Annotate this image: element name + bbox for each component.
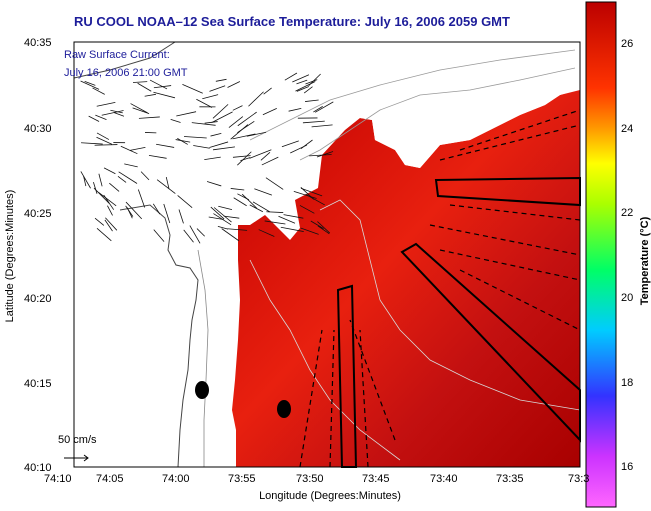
x-tick-label: 73:40 [430, 473, 458, 485]
y-tick-label: 40:30 [24, 123, 52, 135]
x-tick-label: 73:45 [362, 473, 390, 485]
x-tick-label: 74:05 [96, 473, 124, 485]
x-tick-label: 73:3 [568, 473, 589, 485]
y-tick-label: 40:20 [24, 293, 52, 305]
x-tick-label: 73:50 [296, 473, 324, 485]
x-tick-label: 73:35 [496, 473, 524, 485]
x-axis-label: Longitude (Degrees:Minutes) [180, 490, 480, 502]
x-tick-label: 74:00 [162, 473, 190, 485]
legend-line2: July 16, 2006 21:00 GMT [64, 67, 188, 79]
colorbar-tick-label: 24 [621, 123, 633, 135]
y-tick-label: 40:15 [24, 378, 52, 390]
colorbar-tick-label: 22 [621, 207, 633, 219]
colorbar [586, 2, 616, 507]
colorbar-tick-label: 18 [621, 377, 633, 389]
legend-line1: Raw Surface Current: [64, 49, 170, 61]
station-marker [277, 400, 291, 418]
x-tick-label: 74:10 [44, 473, 72, 485]
y-axis-label: Latitude (Degrees:Minutes) [4, 176, 16, 336]
colorbar-label: Temperature (°C) [639, 201, 651, 321]
y-tick-label: 40:10 [24, 462, 52, 474]
colorbar-tick-label: 16 [621, 461, 633, 473]
x-tick-label: 73:55 [228, 473, 256, 485]
colorbar-tick-label: 20 [621, 292, 633, 304]
colorbar-tick-label: 26 [621, 38, 633, 50]
y-tick-label: 40:35 [24, 37, 52, 49]
station-marker [195, 381, 209, 399]
scale-label: 50 cm/s [58, 434, 97, 446]
y-tick-label: 40:25 [24, 208, 52, 220]
